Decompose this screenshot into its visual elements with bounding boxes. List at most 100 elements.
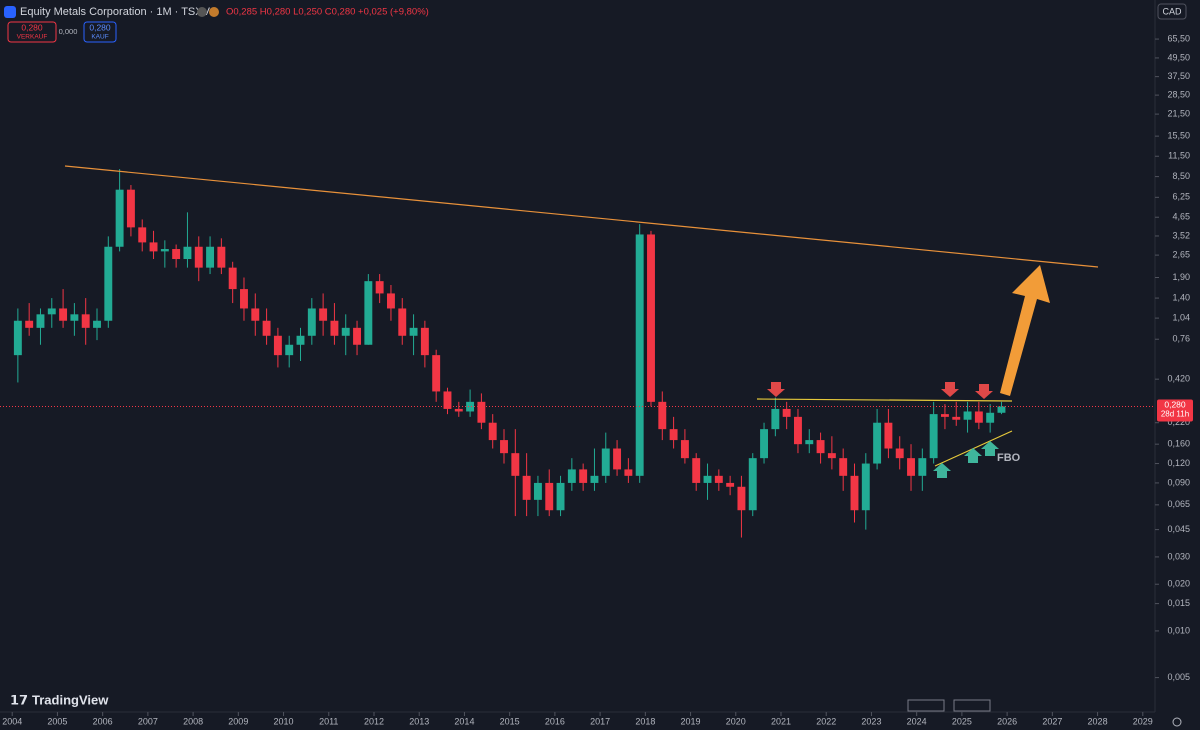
x-tick-label: 2009 [228, 716, 248, 726]
event-markers[interactable] [907, 699, 945, 712]
candle-body [432, 355, 441, 392]
brand-logo-mark: 𝟭𝟳 [10, 692, 28, 707]
candle-body [952, 416, 961, 420]
status-dot [209, 7, 219, 17]
x-tick-label: 2020 [726, 716, 746, 726]
x-tick-label: 2015 [500, 716, 520, 726]
candle-body [703, 475, 712, 483]
status-dot [197, 7, 207, 17]
resistance-trendline [64, 165, 1099, 268]
x-tick-label: 2018 [635, 716, 655, 726]
candle-body [420, 327, 429, 356]
sell-label: VERKAUF [17, 34, 48, 41]
x-tick-label: 2023 [861, 716, 881, 726]
candle-body [873, 422, 882, 464]
x-tick-label: 2026 [997, 716, 1017, 726]
candle-body [760, 429, 769, 459]
candle-body [466, 401, 475, 412]
y-tick-label: 0,005 [1167, 672, 1190, 682]
candle-body [816, 440, 825, 454]
y-tick-label: 2,65 [1172, 249, 1190, 259]
y-tick-label: 1,40 [1172, 292, 1190, 302]
candle-body [307, 308, 316, 336]
down-arrow [941, 382, 959, 397]
candle-body [319, 308, 328, 321]
spread: 0,000 [59, 27, 78, 36]
x-tick-label: 2004 [2, 716, 22, 726]
candle-body [285, 344, 294, 356]
annotation: FBO [997, 452, 1021, 464]
candle-body [194, 246, 203, 268]
candle-body [296, 335, 305, 345]
x-tick-label: 2022 [816, 716, 836, 726]
candle-body [511, 453, 520, 476]
candle-body [443, 391, 452, 409]
candle-body [567, 469, 576, 483]
y-tick-label: 15,50 [1167, 131, 1190, 141]
candle-body [477, 401, 486, 423]
y-tick-label: 3,52 [1172, 230, 1190, 240]
up-arrow [964, 448, 982, 463]
candle-body [206, 246, 215, 268]
candle-body [748, 458, 757, 511]
x-tick-label: 2011 [319, 716, 338, 726]
y-tick-label: 49,50 [1167, 52, 1190, 62]
y-tick-label: 0,420 [1167, 374, 1190, 384]
candle-body [635, 234, 644, 476]
candle-body [658, 401, 667, 430]
candle-body [794, 416, 802, 445]
x-tick-label: 2017 [590, 716, 610, 726]
candle-body [93, 320, 101, 328]
y-tick-label: 65,50 [1167, 33, 1190, 43]
x-tick-label: 2025 [952, 716, 972, 726]
candle-body [714, 475, 723, 483]
y-tick-label: 0,065 [1167, 499, 1190, 509]
down-arrow [767, 382, 785, 397]
y-tick-label: 0,090 [1167, 477, 1190, 487]
candle-body [895, 448, 904, 459]
candle-body [409, 327, 418, 336]
candle-body [488, 422, 497, 441]
candle-body [160, 249, 169, 252]
candle-body [330, 320, 339, 336]
candle-body [680, 440, 689, 459]
settings-icon[interactable] [1172, 717, 1182, 727]
candle-body [545, 482, 554, 511]
candle-body [963, 411, 972, 420]
candle-body [262, 320, 271, 336]
candle-body [13, 320, 22, 356]
x-tick-label: 2028 [1088, 716, 1108, 726]
candle-body [647, 234, 655, 402]
currency-button[interactable] [1157, 3, 1187, 20]
y-tick-label: 0,020 [1167, 579, 1190, 589]
candle-body [533, 482, 542, 500]
candle-body [692, 458, 701, 483]
y-tick-label: 1,90 [1172, 272, 1190, 282]
candle-body [386, 293, 395, 309]
y-tick-label: 0,160 [1167, 439, 1190, 449]
candle-body [59, 308, 68, 321]
candle-body [613, 448, 622, 470]
event-markers[interactable] [953, 699, 991, 712]
candle-body [47, 308, 56, 315]
candle-body [726, 482, 735, 487]
candle-body [624, 469, 633, 476]
candle-body [929, 414, 938, 459]
candle-body [25, 320, 34, 328]
x-tick-label: 2007 [138, 716, 158, 726]
price-tag-countdown: 28d 11h [1161, 410, 1189, 419]
candle-body [364, 281, 373, 345]
up-arrow [933, 463, 951, 478]
candle-body [36, 314, 45, 328]
candle-body [81, 314, 90, 328]
x-tick-label: 2005 [47, 716, 67, 726]
buy-button[interactable] [83, 21, 117, 43]
candle-body [353, 327, 361, 345]
y-tick-label: 0,030 [1167, 551, 1190, 561]
sell-button[interactable] [7, 21, 57, 43]
candle-body [986, 412, 995, 423]
candle-body [590, 475, 599, 483]
brand: TradingView [32, 692, 109, 707]
